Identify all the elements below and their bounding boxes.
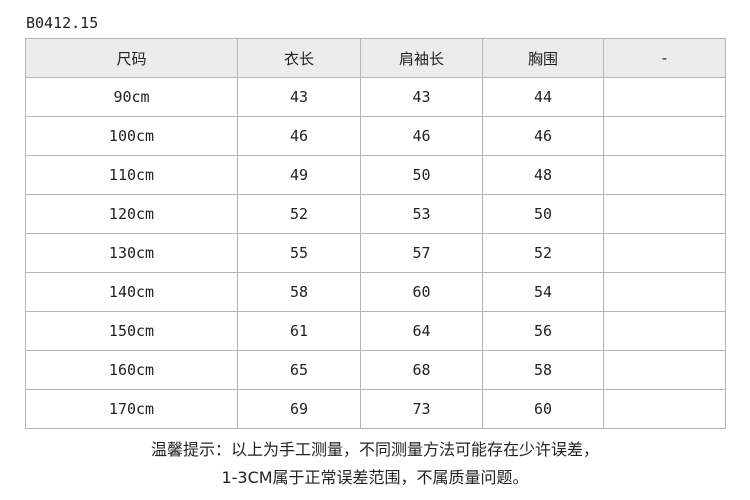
table-cell: 50 [482,194,604,234]
table-cell: 58 [482,350,604,390]
table-cell: 49 [237,155,361,195]
table-cell: 61 [237,311,361,351]
header-row: 尺码 衣长 肩袖长 胸围 - [25,38,726,78]
table-row: 130cm 55 57 52 [25,233,726,273]
empty-cell [603,77,726,117]
table-cell: 46 [360,116,483,156]
table-cell: 50 [360,155,483,195]
empty-cell [603,311,726,351]
table-row: 140cm 58 60 54 [25,272,726,312]
empty-cell [603,155,726,195]
table-row: 110cm 49 50 48 [25,155,726,195]
table-cell: 46 [482,116,604,156]
table-cell: 48 [482,155,604,195]
empty-cell [603,272,726,312]
table-cell: 52 [482,233,604,273]
table-cell: 58 [237,272,361,312]
column-header: 尺码 [25,38,238,78]
note: 温馨提示：以上为手工测量，不同测量方法可能存在少许误差， 1-3CM属于正常误差范… [0,436,750,492]
table-cell: 53 [360,194,483,234]
empty-cell [603,116,726,156]
table-row: 120cm 52 53 50 [25,194,726,234]
table-cell: 160cm [25,350,238,390]
note-line: 1-3CM属于正常误差范围，不属质量问题。 [221,468,529,487]
table-cell: 64 [360,311,483,351]
table-cell: 46 [237,116,361,156]
table-body: 90cm 43 43 44 100cm 46 46 46 110cm 49 50 48 120cm 52 5… [25,77,726,429]
table-cell: 73 [360,389,483,429]
table-cell: 65 [237,350,361,390]
table-row: 150cm 61 64 56 [25,311,726,351]
table-cell: 90cm [25,77,238,117]
note-line: 温馨提示：以上为手工测量，不同测量方法可能存在少许误差， [150,440,599,459]
table-row: 100cm 46 46 46 [25,116,726,156]
table-cell: 140cm [25,272,238,312]
table-cell: 44 [482,77,604,117]
table-cell: 130cm [25,233,238,273]
column-header: 衣长 [237,38,361,78]
column-header: - [603,38,726,78]
size-table: 尺码 衣长 肩袖长 胸围 - 90cm 43 43 44 100cm 46 46 46 110cm 49 5… [25,38,726,429]
table-cell: 120cm [25,194,238,234]
table-cell: 60 [360,272,483,312]
table-cell: 52 [237,194,361,234]
table-cell: 54 [482,272,604,312]
column-header: 胸围 [482,38,604,78]
table-cell: 110cm [25,155,238,195]
empty-cell [603,389,726,429]
table-cell: 60 [482,389,604,429]
table-cell: 100cm [25,116,238,156]
table-cell: 55 [237,233,361,273]
empty-cell [603,194,726,234]
empty-cell [603,350,726,390]
column-header: 肩袖长 [360,38,483,78]
table-cell: 43 [237,77,361,117]
table-cell: 68 [360,350,483,390]
product-code: B0412.15 [26,14,99,32]
table-row: 160cm 65 68 58 [25,350,726,390]
table-cell: 150cm [25,311,238,351]
table-cell: 57 [360,233,483,273]
table-row: 90cm 43 43 44 [25,77,726,117]
table-cell: 43 [360,77,483,117]
table-cell: 69 [237,389,361,429]
table-row: 170cm 69 73 60 [25,389,726,429]
table-cell: 56 [482,311,604,351]
table-cell: 170cm [25,389,238,429]
empty-cell [603,233,726,273]
